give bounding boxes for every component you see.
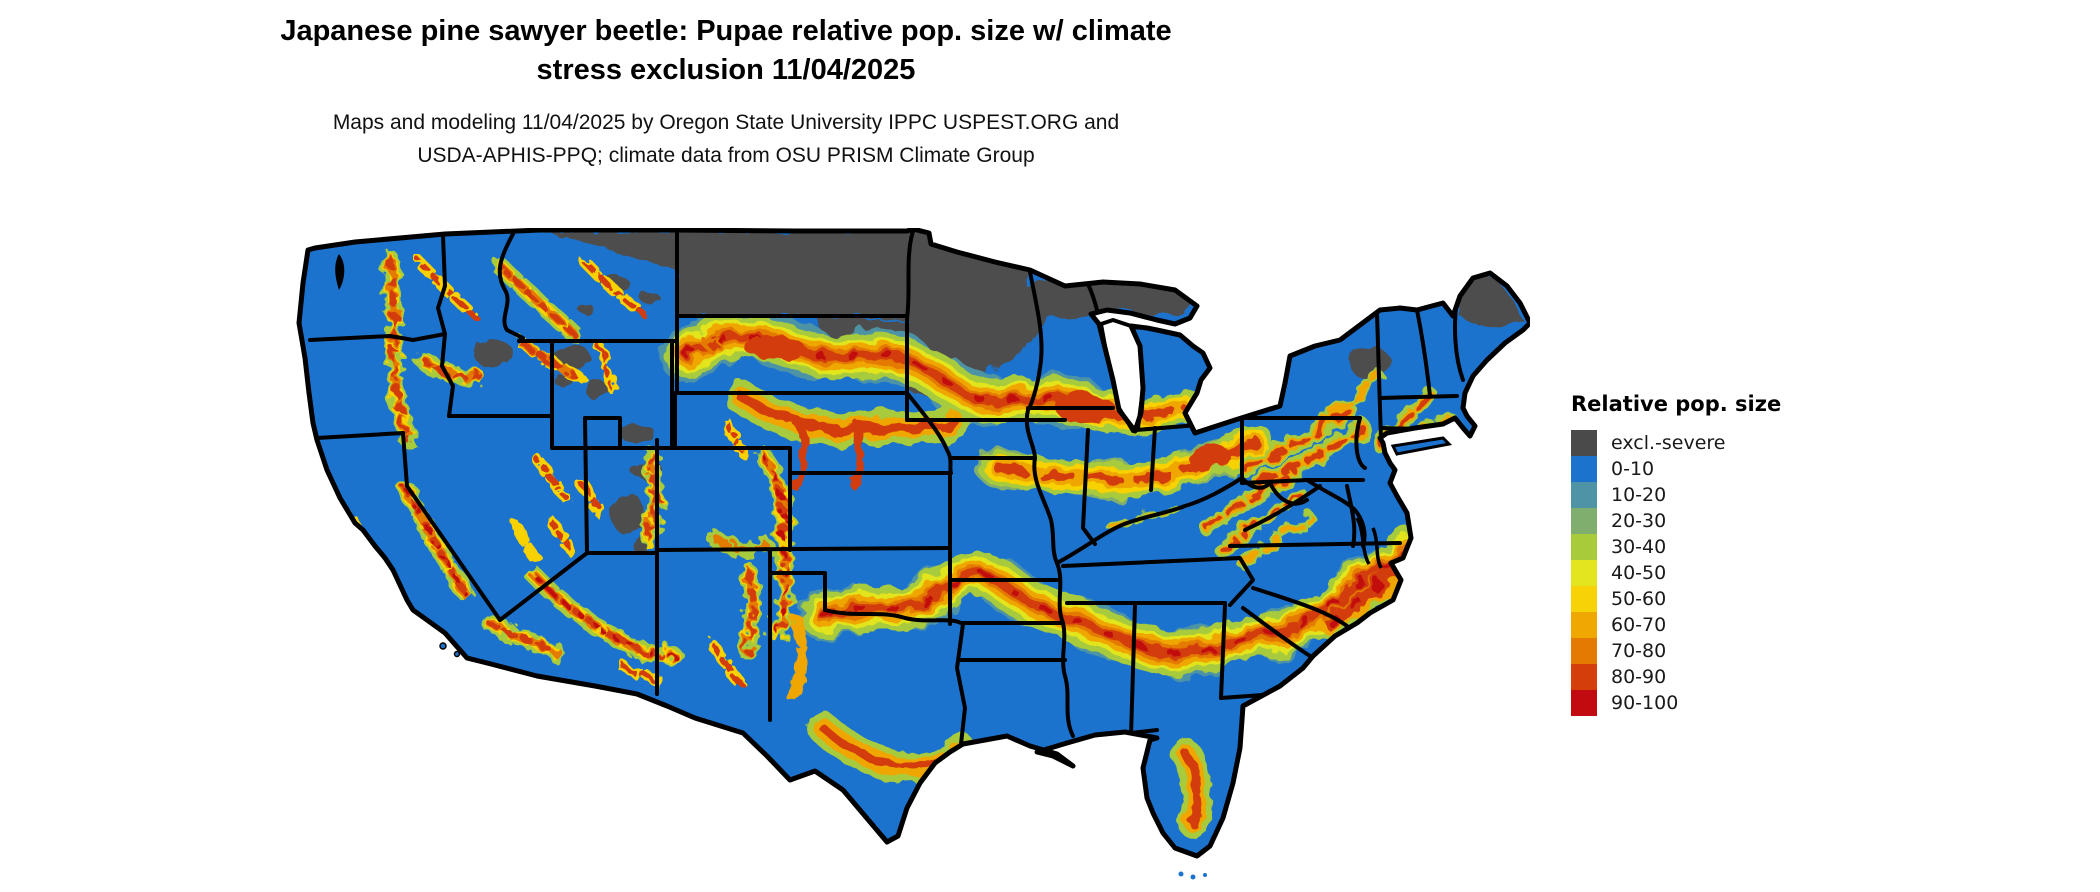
- legend-swatch-50-60: [1571, 586, 1597, 612]
- legend: Relative pop. size excl.-severe 0-10 10-…: [1571, 392, 1831, 716]
- channel-islands: [439, 642, 461, 658]
- legend-row-excl-severe: excl.-severe: [1571, 430, 1831, 456]
- legend-row-0-10: 0-10: [1571, 456, 1831, 482]
- legend-swatch-10-20: [1571, 482, 1597, 508]
- coastal-details: [335, 254, 1453, 880]
- puget-sound: [335, 254, 345, 290]
- legend-swatch-70-80: [1571, 638, 1597, 664]
- legend-row-90-100: 90-100: [1571, 690, 1831, 716]
- legend-title: Relative pop. size: [1571, 392, 1782, 416]
- florida-keys: [1178, 871, 1207, 880]
- map-title-line2: stress exclusion 11/04/2025: [536, 54, 916, 86]
- legend-swatch-80-90: [1571, 664, 1597, 690]
- legend-entries: excl.-severe 0-10 10-20 20-30 30-40 40-5…: [1571, 430, 1831, 716]
- chesapeake-bay: [1355, 517, 1383, 569]
- legend-label-20-30: 20-30: [1611, 510, 1667, 532]
- legend-row-40-50: 40-50: [1571, 560, 1831, 586]
- map-subtitle-line1: Maps and modeling 11/04/2025 by Oregon S…: [332, 111, 1120, 134]
- legend-row-60-70: 60-70: [1571, 612, 1831, 638]
- legend-row-30-40: 30-40: [1571, 534, 1831, 560]
- legend-label-50-60: 50-60: [1611, 588, 1667, 610]
- legend-label-70-80: 70-80: [1611, 640, 1667, 662]
- map-subtitle: Maps and modeling 11/04/2025 by Oregon S…: [0, 106, 1452, 172]
- header: Japanese pine sawyer beetle: Pupae relat…: [0, 12, 1452, 172]
- map-canvas: [295, 228, 1530, 880]
- legend-label-90-100: 90-100: [1611, 692, 1679, 714]
- us-population-map: [295, 228, 1530, 882]
- legend-label-10-20: 10-20: [1611, 484, 1667, 506]
- map-subtitle-line2: USDA-APHIS-PPQ; climate data from OSU PR…: [417, 144, 1035, 167]
- legend-row-80-90: 80-90: [1571, 664, 1831, 690]
- legend-label-30-40: 30-40: [1611, 536, 1667, 558]
- legend-label-0-10: 0-10: [1611, 458, 1655, 480]
- legend-swatch-30-40: [1571, 534, 1597, 560]
- legend-swatch-excl-severe: [1571, 430, 1597, 456]
- legend-swatch-60-70: [1571, 612, 1597, 638]
- legend-label-excl-severe: excl.-severe: [1611, 432, 1726, 454]
- legend-swatch-90-100: [1571, 690, 1597, 716]
- legend-label-80-90: 80-90: [1611, 666, 1667, 688]
- legend-row-10-20: 10-20: [1571, 482, 1831, 508]
- legend-row-70-80: 70-80: [1571, 638, 1831, 664]
- state-borders-layer: [308, 229, 1465, 746]
- legend-label-40-50: 40-50: [1611, 562, 1667, 584]
- western-mountain-speckles: [350, 260, 786, 690]
- legend-row-20-30: 20-30: [1571, 508, 1831, 534]
- legend-label-60-70: 60-70: [1611, 614, 1667, 636]
- legend-swatch-40-50: [1571, 560, 1597, 586]
- map-title-line1: Japanese pine sawyer beetle: Pupae relat…: [280, 15, 1172, 47]
- long-island: [1390, 436, 1453, 456]
- legend-swatch-20-30: [1571, 508, 1597, 534]
- legend-swatch-0-10: [1571, 456, 1597, 482]
- mackinac-strait: [1160, 321, 1186, 336]
- legend-row-50-60: 50-60: [1571, 586, 1831, 612]
